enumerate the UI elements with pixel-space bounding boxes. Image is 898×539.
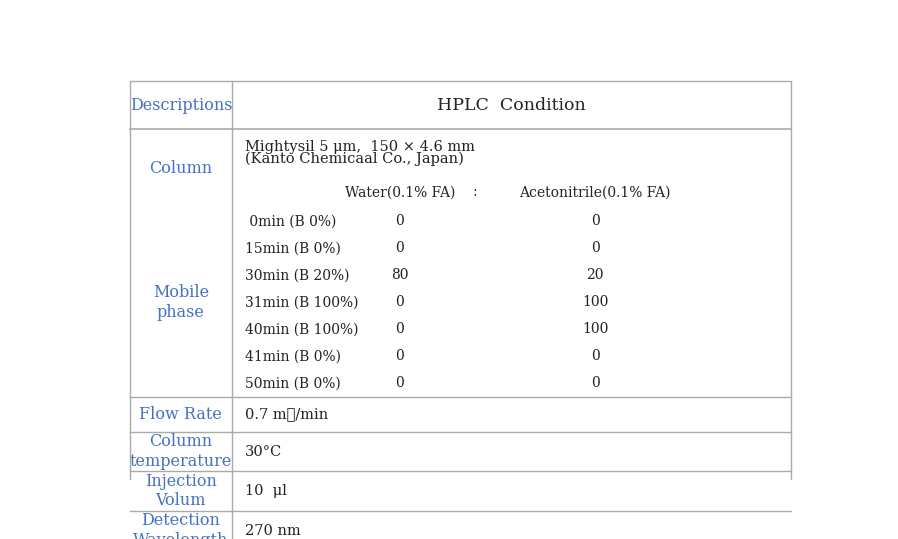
Text: 0: 0 — [395, 241, 404, 255]
Text: Mobile
phase: Mobile phase — [153, 284, 209, 321]
Text: 270 nm: 270 nm — [244, 523, 301, 537]
Text: Descriptions: Descriptions — [129, 96, 233, 114]
Text: Flow Rate: Flow Rate — [139, 406, 223, 423]
Text: Detection
Wavelength: Detection Wavelength — [133, 512, 229, 539]
Text: 0.7 mℓ/min: 0.7 mℓ/min — [244, 407, 328, 421]
Text: 100: 100 — [582, 295, 609, 309]
Text: 20: 20 — [586, 268, 604, 282]
Text: 0: 0 — [591, 376, 600, 390]
Text: 0min (B 0%): 0min (B 0%) — [244, 215, 336, 229]
Text: Acetonitrile(0.1% FA): Acetonitrile(0.1% FA) — [520, 185, 671, 199]
Text: Column: Column — [149, 160, 213, 177]
Text: :: : — [473, 185, 478, 199]
Text: 50min (B 0%): 50min (B 0%) — [244, 376, 340, 390]
Text: 0: 0 — [395, 322, 404, 336]
Text: 30min (B 20%): 30min (B 20%) — [244, 268, 349, 282]
Text: 40min (B 100%): 40min (B 100%) — [244, 322, 358, 336]
Text: Water(0.1% FA): Water(0.1% FA) — [345, 185, 455, 199]
Text: Column
temperature: Column temperature — [129, 433, 232, 470]
Text: 0: 0 — [591, 241, 600, 255]
Text: 41min (B 0%): 41min (B 0%) — [244, 349, 340, 363]
Text: 0: 0 — [395, 295, 404, 309]
Text: Mightysil 5 μm,  150 × 4.6 mm: Mightysil 5 μm, 150 × 4.6 mm — [244, 140, 475, 154]
Text: 15min (B 0%): 15min (B 0%) — [244, 241, 340, 255]
Text: 0: 0 — [395, 215, 404, 229]
Text: 100: 100 — [582, 322, 609, 336]
Text: HPLC  Condition: HPLC Condition — [437, 96, 585, 114]
Text: 30°C: 30°C — [244, 445, 282, 459]
Text: (Kanto Chemicaal Co., Japan): (Kanto Chemicaal Co., Japan) — [244, 151, 463, 166]
Text: 0: 0 — [395, 376, 404, 390]
Text: 0: 0 — [395, 349, 404, 363]
Text: 0: 0 — [591, 215, 600, 229]
Text: Injection
Volum: Injection Volum — [145, 473, 216, 509]
Text: 80: 80 — [391, 268, 409, 282]
Text: 10  μl: 10 μl — [244, 484, 286, 498]
Text: 0: 0 — [591, 349, 600, 363]
Text: 31min (B 100%): 31min (B 100%) — [244, 295, 358, 309]
